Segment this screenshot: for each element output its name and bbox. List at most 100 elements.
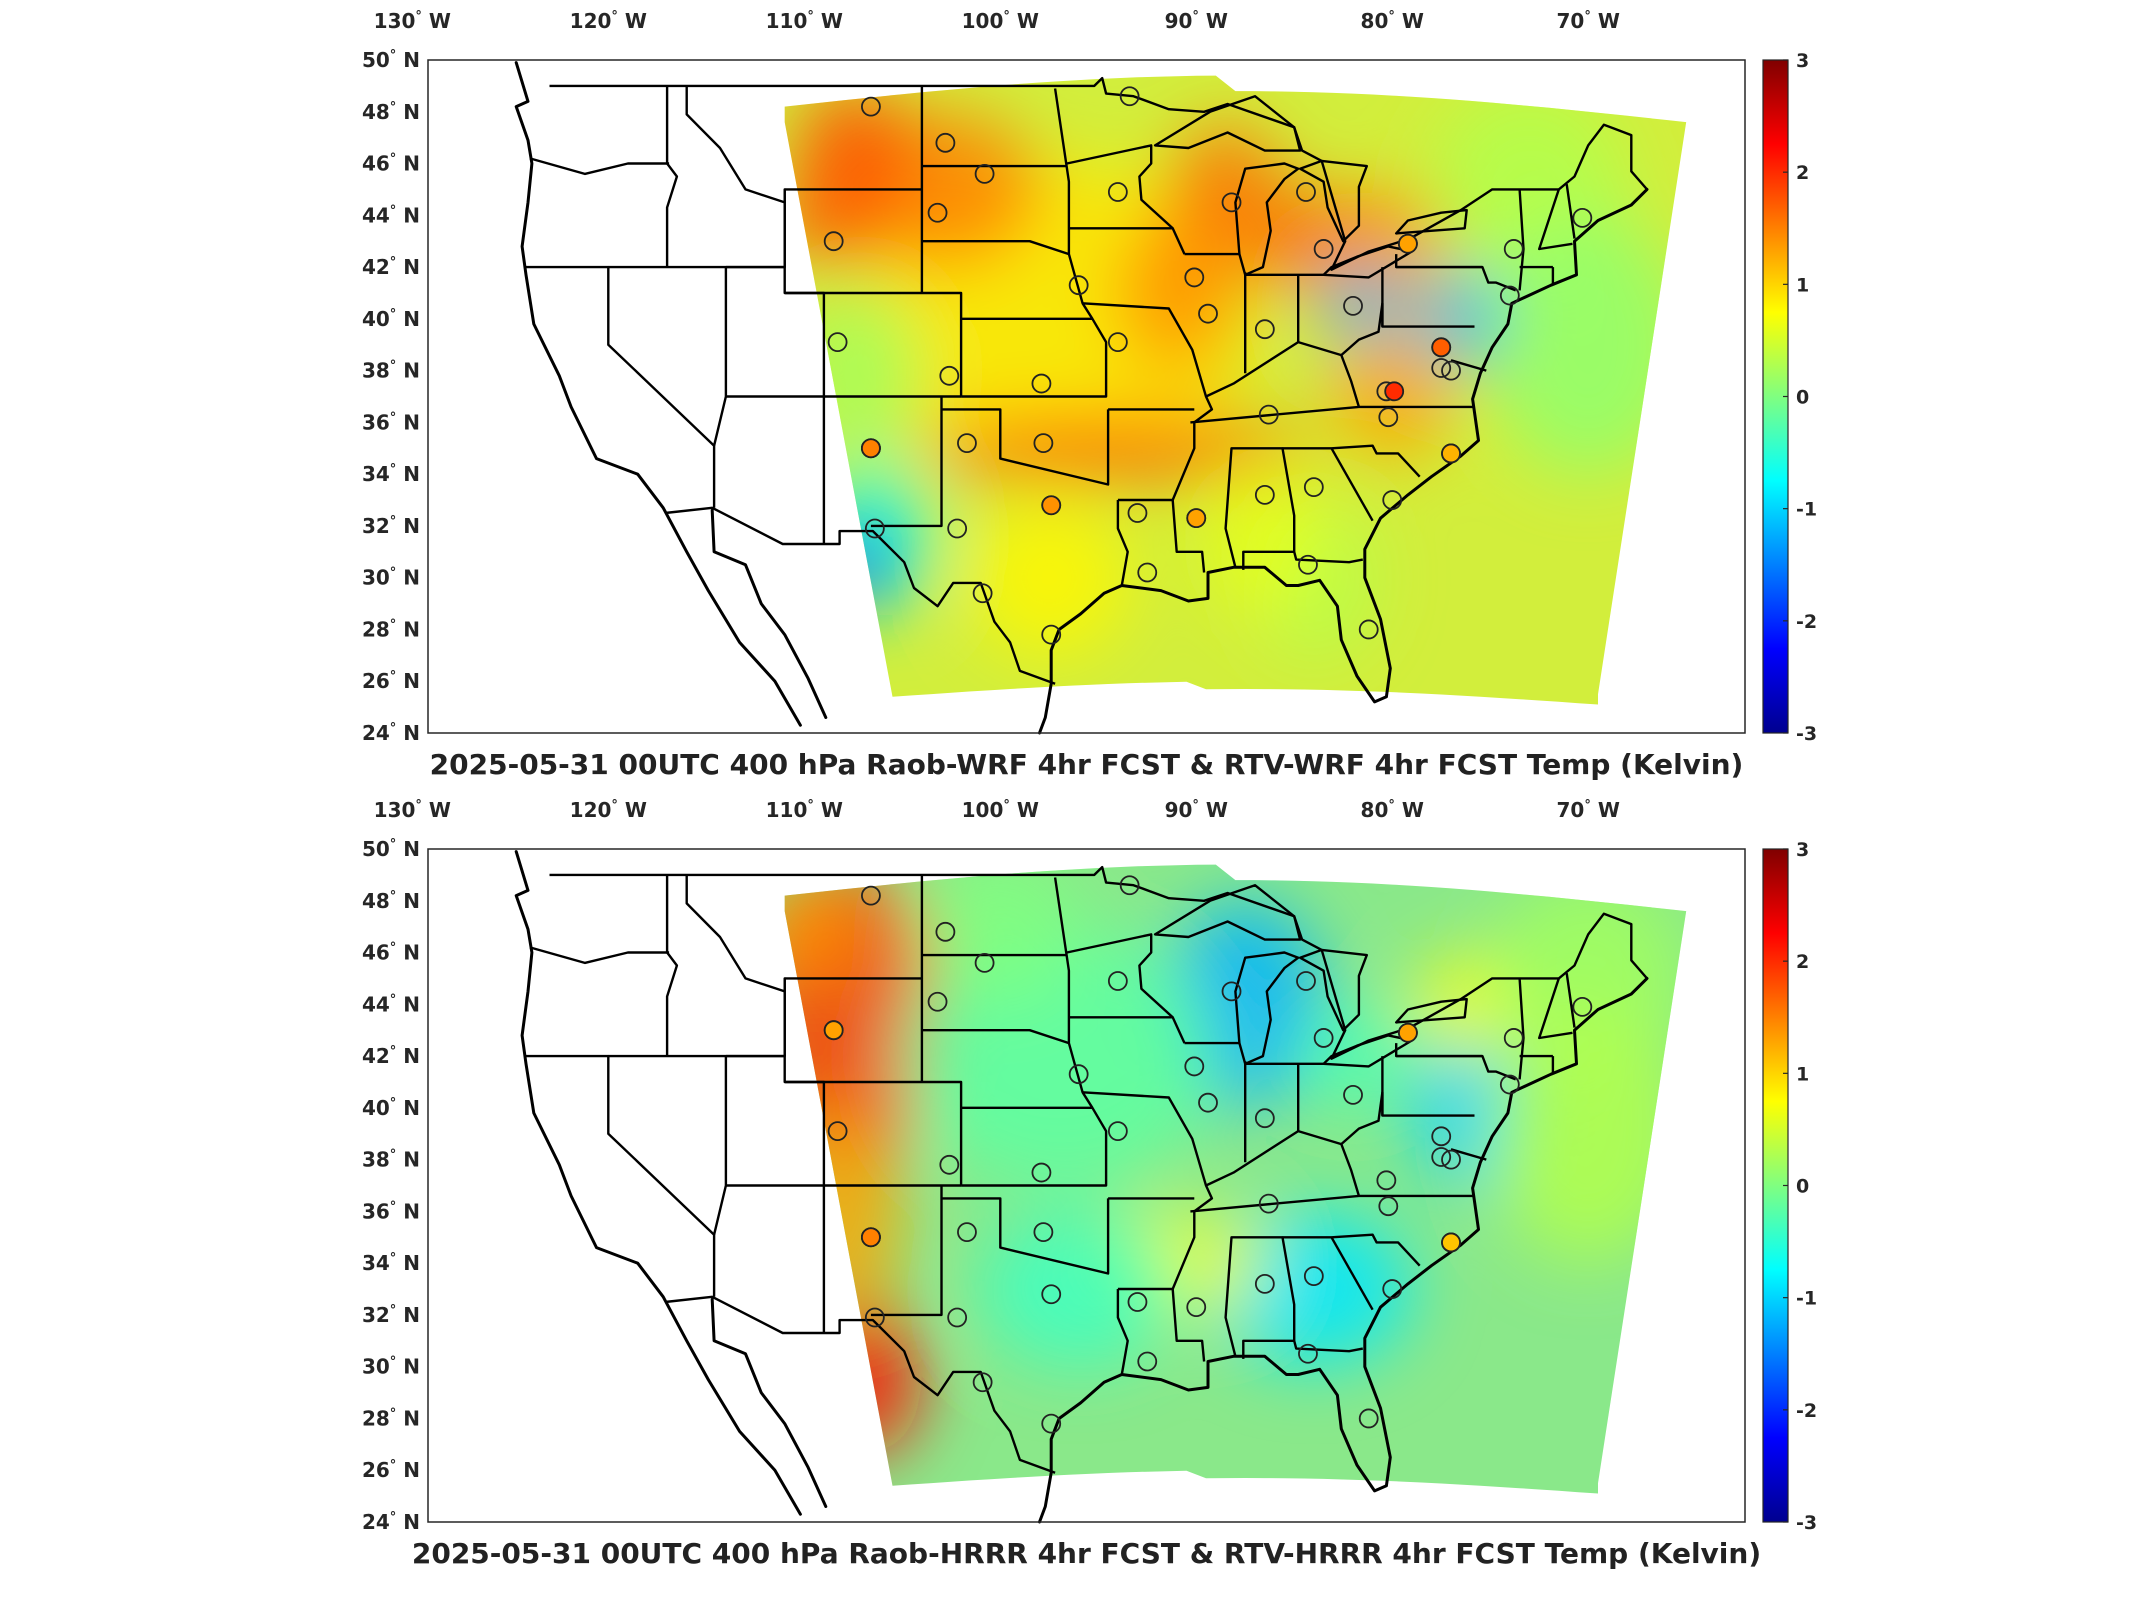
latitude-tick-label: 28° N bbox=[362, 1406, 420, 1430]
latitude-tick-label: 40° N bbox=[362, 1096, 420, 1120]
raob-station-marker bbox=[1107, 971, 1128, 991]
raob-station-marker bbox=[1431, 358, 1452, 378]
raob-station-marker bbox=[1041, 624, 1062, 645]
longitude-tick-label: 80° W bbox=[1361, 798, 1424, 822]
raob-station-marker bbox=[1572, 207, 1593, 228]
raob-station-marker bbox=[1068, 1064, 1089, 1085]
raob-station-marker bbox=[1343, 296, 1363, 316]
raob-station-marker bbox=[1258, 1193, 1279, 1214]
raob-station-marker bbox=[864, 518, 885, 539]
latitude-tick-label: 50° N bbox=[362, 48, 420, 72]
bottom-map-panel: 130° W 120° W 110° W 100° W 90° W 80° W 70° W 5… bbox=[0, 789, 2133, 1589]
raob-station-marker bbox=[1254, 319, 1275, 340]
colorbar-tick-label: -3 bbox=[1796, 723, 1817, 745]
map-frame bbox=[427, 59, 1746, 734]
raob-station-marker bbox=[1431, 1126, 1452, 1147]
raob-station-marker bbox=[1033, 1222, 1054, 1242]
raob-station-marker bbox=[1441, 1149, 1461, 1170]
raob-station-value-marker bbox=[1441, 1232, 1461, 1253]
latitude-tick-label: 24° N bbox=[362, 1510, 420, 1534]
raob-station-marker bbox=[1254, 484, 1275, 505]
longitude-tick-label: 90° W bbox=[1165, 798, 1228, 822]
raob-station-marker bbox=[1358, 619, 1379, 640]
map-figure: 130° W 120° W 110° W 100° W 90° W 80° W 70° W 5… bbox=[362, 798, 1817, 1570]
raob-station-marker bbox=[974, 163, 995, 184]
raob-station-marker bbox=[1186, 1297, 1207, 1318]
raob-station-marker bbox=[939, 1154, 960, 1175]
longitude-tick-label: 130° W bbox=[374, 9, 451, 33]
latitude-tick-label: 26° N bbox=[362, 669, 420, 693]
geographic-outlines bbox=[514, 61, 1649, 735]
latitude-tick-label: 30° N bbox=[362, 566, 420, 590]
raob-station-marker bbox=[823, 231, 844, 252]
raob-station-marker bbox=[935, 921, 956, 942]
raob-station-marker bbox=[1198, 1092, 1218, 1113]
raob-station-marker bbox=[1441, 360, 1461, 381]
longitude-tick-label: 70° W bbox=[1557, 798, 1620, 822]
latitude-tick-label: 46° N bbox=[362, 152, 420, 176]
latitude-tick-label: 34° N bbox=[362, 462, 420, 486]
raob-station-marker bbox=[972, 583, 993, 604]
raob-station-marker bbox=[1254, 1273, 1275, 1294]
raob-station-value-marker bbox=[861, 1227, 881, 1248]
raob-station-marker bbox=[947, 518, 968, 539]
latitude-tick-label: 42° N bbox=[362, 255, 420, 279]
latitude-tick-label: 44° N bbox=[362, 203, 420, 227]
raob-station-marker bbox=[1343, 1085, 1363, 1105]
raob-station-marker bbox=[1303, 477, 1324, 497]
raob-station-marker bbox=[1382, 490, 1403, 510]
raob-station-marker bbox=[1221, 981, 1242, 1002]
raob-station-marker bbox=[1221, 192, 1242, 213]
raob-station-marker bbox=[1298, 554, 1318, 575]
longitude-tick-label: 120° W bbox=[570, 798, 647, 822]
raob-station-marker bbox=[927, 991, 948, 1012]
raob-station-marker bbox=[1107, 182, 1128, 202]
longitude-tick-label: 100° W bbox=[962, 798, 1039, 822]
raob-station-marker bbox=[1358, 1408, 1379, 1429]
raob-station-marker bbox=[947, 1307, 968, 1328]
longitude-tick-label: 90° W bbox=[1165, 9, 1228, 33]
panel-title: 2025-05-31 00UTC 400 hPa Raob-HRRR 4hr F… bbox=[412, 1537, 1761, 1570]
map-frame bbox=[427, 848, 1746, 1523]
latitude-tick-label: 36° N bbox=[362, 410, 420, 434]
raob-station-value-marker bbox=[861, 438, 881, 459]
colorbar-tick-label: 2 bbox=[1796, 162, 1809, 184]
latitude-tick-label: 30° N bbox=[362, 1355, 420, 1379]
raob-station-marker bbox=[1119, 875, 1140, 896]
raob-station-marker bbox=[1127, 1292, 1148, 1312]
raob-station-marker bbox=[1107, 1121, 1128, 1142]
raob-station-marker bbox=[1137, 562, 1158, 583]
map-figure: 130° W 120° W 110° W 100° W 90° W 80° W 70° W 5… bbox=[362, 9, 1817, 781]
latitude-tick-label: 42° N bbox=[362, 1044, 420, 1068]
raob-station-value-marker bbox=[1398, 233, 1418, 254]
longitude-tick-label: 120° W bbox=[570, 9, 647, 33]
raob-station-marker bbox=[1499, 285, 1520, 306]
colorbar-tick-label: 3 bbox=[1796, 50, 1809, 72]
latitude-tick-label: 48° N bbox=[362, 889, 420, 913]
longitude-tick-label: 70° W bbox=[1557, 9, 1620, 33]
raob-station-marker bbox=[1068, 275, 1089, 296]
longitude-tick-label: 110° W bbox=[766, 798, 843, 822]
geographic-outlines bbox=[514, 850, 1649, 1524]
longitude-tick-label: 110° W bbox=[766, 9, 843, 33]
raob-station-marker bbox=[1198, 303, 1218, 324]
raob-station-marker bbox=[864, 1307, 885, 1328]
raob-station-marker bbox=[1033, 433, 1054, 453]
longitude-tick-label: 100° W bbox=[962, 9, 1039, 33]
raob-station-value-marker bbox=[1186, 508, 1207, 529]
raob-station-marker bbox=[957, 1222, 977, 1242]
latitude-tick-label: 26° N bbox=[362, 1458, 420, 1482]
raob-station-marker bbox=[1041, 1284, 1062, 1305]
raob-station-marker bbox=[1376, 1170, 1397, 1191]
longitude-tick-label: 130° W bbox=[374, 798, 451, 822]
raob-station-marker bbox=[939, 365, 960, 386]
raob-station-marker bbox=[927, 202, 948, 223]
raob-station-marker bbox=[1313, 239, 1334, 259]
latitude-tick-label: 44° N bbox=[362, 992, 420, 1016]
raob-station-marker bbox=[1431, 1147, 1452, 1167]
raob-station-marker bbox=[1499, 1074, 1520, 1095]
raob-station-value-marker bbox=[1431, 337, 1452, 358]
raob-station-value-marker bbox=[1441, 443, 1461, 464]
raob-station-marker bbox=[972, 1372, 993, 1393]
